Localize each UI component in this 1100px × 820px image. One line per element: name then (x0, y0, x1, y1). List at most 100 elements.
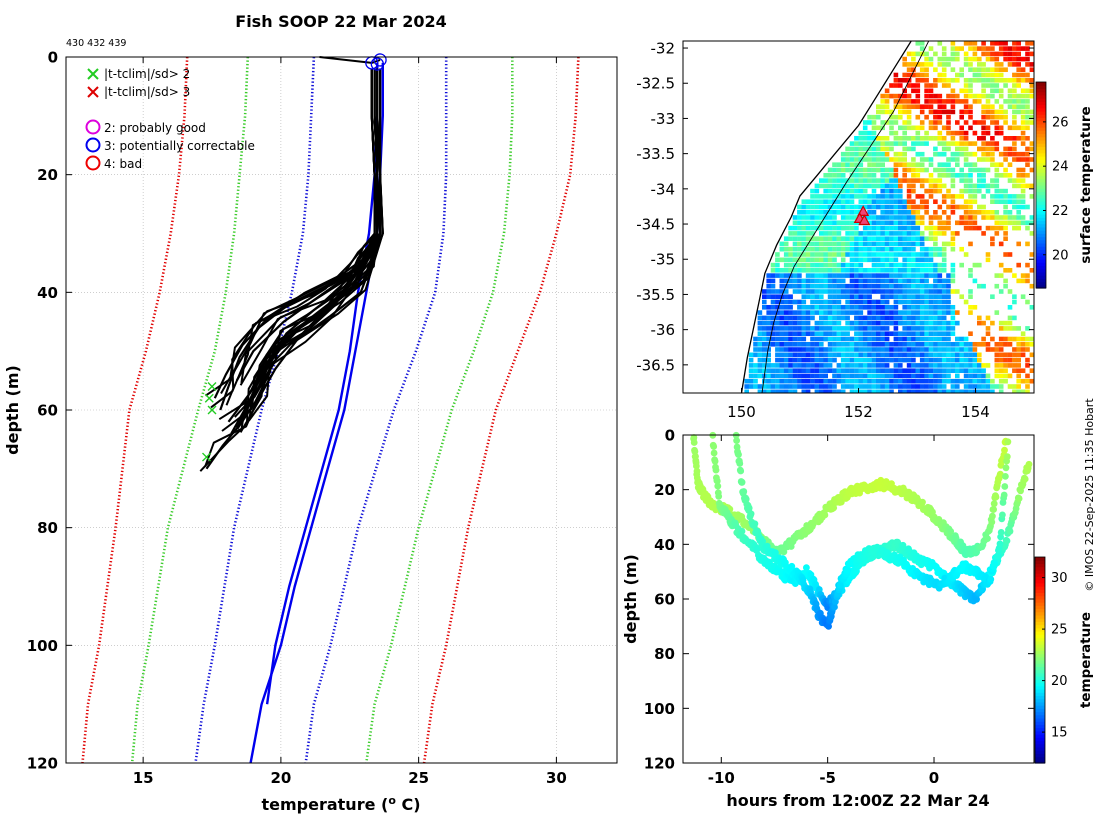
sst-cell (985, 51, 991, 57)
sst-cell (1034, 347, 1039, 352)
sst-cell (871, 357, 877, 363)
sst-cell (783, 294, 789, 299)
sst-cell (968, 305, 973, 310)
sst-cell (1012, 183, 1017, 189)
sst-cell (972, 162, 978, 167)
sst-cell (788, 231, 793, 236)
sst-colorbar-swatch (1036, 120, 1046, 125)
sst-cell (911, 331, 916, 336)
map-ytick-label: -32 (651, 40, 676, 58)
clim-mean-plus-3sd (422, 56, 580, 764)
sst-cell (854, 146, 859, 152)
sst-cell (915, 252, 921, 257)
section-point (1006, 527, 1014, 535)
sst-cell (880, 378, 885, 384)
sst-cell (915, 114, 921, 120)
sst-cell (963, 130, 969, 136)
sst-cell (919, 151, 925, 157)
sst-cell (832, 162, 837, 167)
sst-cell (906, 305, 912, 310)
sst-cell (858, 231, 864, 236)
sst-cell (990, 67, 995, 72)
sst-cell (854, 241, 859, 247)
sst-cell (775, 299, 780, 305)
sst-cell (845, 273, 850, 278)
sst-colorbar-swatch (1036, 268, 1046, 273)
sst-cell (898, 357, 903, 363)
sst-cell (836, 283, 842, 289)
sst-colorbar-swatch (1036, 284, 1046, 289)
sst-cell (836, 336, 842, 342)
sst-colorbar-swatch (1036, 275, 1046, 279)
sst-cells (744, 41, 1039, 393)
sst-cell (893, 373, 899, 379)
sst-cell (981, 167, 986, 173)
sst-cell (933, 199, 938, 204)
sst-cell (998, 78, 1004, 83)
sst-cell (998, 384, 1004, 389)
sst-cell (849, 342, 855, 347)
sst-cell (981, 210, 986, 215)
sst-cell (823, 241, 828, 247)
sst-cell (832, 178, 837, 183)
sst-cell (963, 51, 969, 57)
sst-cell (889, 130, 894, 136)
sst-cell (805, 384, 811, 389)
sst-cell (902, 273, 907, 278)
sst-cell (924, 326, 929, 331)
sst-colorbar-swatch (1036, 188, 1046, 193)
sst-cell (814, 320, 820, 326)
sst-cell (775, 268, 780, 273)
sst-cell (880, 262, 885, 268)
sst-cell (898, 273, 903, 278)
sst-cell (1025, 384, 1030, 389)
sst-cell (933, 167, 938, 173)
sst-cell (819, 199, 824, 204)
sst-cell (902, 357, 907, 363)
sst-cell (981, 83, 986, 88)
sst-cell (836, 278, 842, 284)
sst-cell (871, 210, 877, 215)
sst-cell (924, 331, 929, 336)
sst-cell (928, 326, 934, 331)
sst-cell (1020, 114, 1026, 120)
sst-cell (788, 320, 793, 326)
sst-cell (1020, 178, 1026, 183)
sst-cell (836, 246, 842, 252)
sst-cell (876, 363, 881, 368)
sst-cell (862, 236, 868, 241)
sst-cell (854, 357, 859, 363)
sst-cell (981, 78, 986, 83)
sst-cell (928, 194, 934, 199)
sst-cell (840, 194, 846, 199)
sst-cell (893, 357, 899, 363)
sst-cell (1012, 273, 1017, 278)
sst-cell (959, 130, 964, 136)
sst-cell (933, 83, 938, 88)
sst-colorbar-label: surface temperature (1078, 106, 1094, 263)
sst-cell (924, 157, 929, 162)
sst-cell (898, 231, 903, 236)
sst-cell (933, 215, 938, 220)
sst-cell (1029, 51, 1034, 57)
sst-cell (1034, 374, 1039, 379)
sst-cell (832, 368, 837, 373)
section-point (693, 467, 701, 475)
sst-cell (950, 352, 956, 358)
section-point (1004, 438, 1012, 446)
sst-cell (998, 373, 1004, 379)
sst-cell (937, 99, 943, 104)
sst-cell (985, 257, 991, 263)
temperature-colorbar-swatch (1035, 660, 1045, 664)
sst-cell (849, 188, 855, 194)
sst-cell (950, 342, 956, 347)
sst-colorbar-swatch (1036, 181, 1046, 186)
sst-cell (915, 93, 921, 99)
sst-cell (998, 125, 1004, 131)
sst-cell (955, 173, 960, 178)
temperature-colorbar-swatch (1035, 579, 1045, 584)
sst-cell (862, 389, 868, 393)
sst-cell (959, 194, 964, 199)
sst-cell (748, 357, 754, 363)
sst-cell (779, 357, 785, 363)
